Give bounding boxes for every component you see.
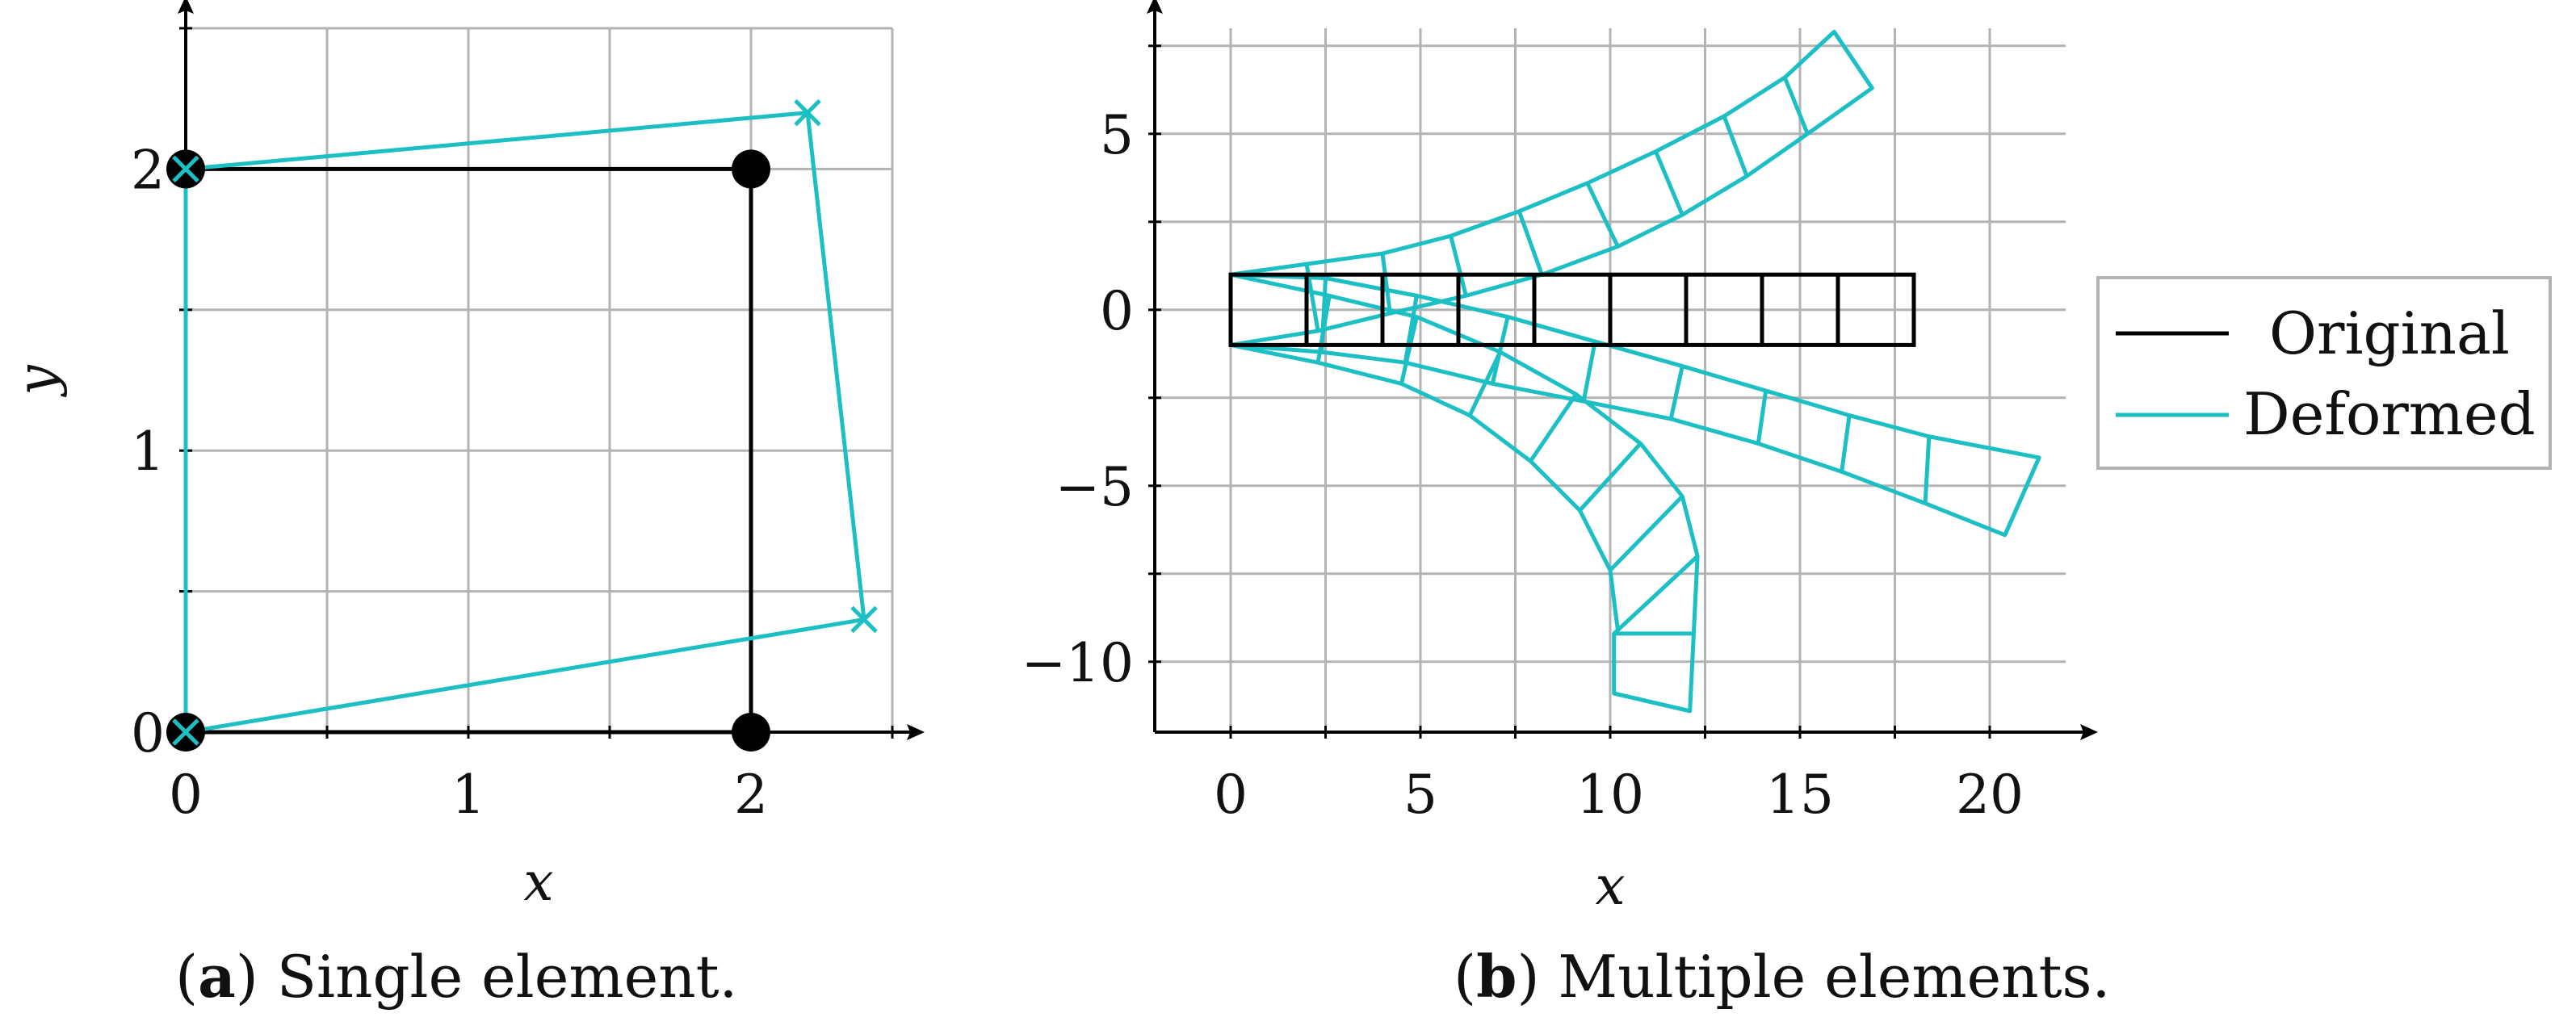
plot-b-deformed-mesh-2-edge-4 bbox=[1529, 393, 1578, 463]
plot-a-deformed-node-1 bbox=[850, 605, 878, 634]
caption-a-tag: a bbox=[198, 942, 236, 1011]
plot-b-deformed-mesh-2-edge-7 bbox=[1616, 555, 1699, 632]
plot-b-deformed-mesh-2-edge-3 bbox=[1467, 351, 1502, 417]
plot-b-y-arrow bbox=[1147, 0, 1163, 14]
caption-b: (b) Multiple elements. bbox=[1454, 942, 2110, 1011]
plot-b: 0 5 10 15 20 −10 −5 0 5 x bbox=[1022, 0, 2098, 917]
plot-b-deformed-mesh-1-outline bbox=[1228, 272, 2041, 538]
plot-b-x-arrow bbox=[2080, 724, 2098, 740]
plot-b-y-tick-label-0: −10 bbox=[1022, 632, 1134, 694]
plot-b-x-tick-label-3: 15 bbox=[1766, 764, 1834, 826]
plot-a-x-arrow bbox=[907, 724, 925, 740]
plot-b-deformed-mesh-2-edge-6 bbox=[1609, 495, 1684, 572]
plot-a-deformed-node-2 bbox=[794, 98, 821, 127]
plot-b-y-tick-label-1: −5 bbox=[1055, 456, 1134, 518]
plot-a-x-axis-label: x bbox=[523, 851, 553, 913]
plot-b-x-tick-label-0: 0 bbox=[1214, 764, 1248, 826]
plot-b-x-tick-label-4: 20 bbox=[1956, 764, 2024, 826]
plot-b-deformed-mesh-1-edge-6 bbox=[1756, 390, 1768, 444]
plot-b-deformed-mesh-0-edge-5 bbox=[1585, 182, 1620, 248]
legend-label-deformed: Deformed bbox=[2243, 380, 2536, 448]
plot-b-deformed-mesh-2-edge-1 bbox=[1315, 295, 1332, 363]
caption-a-text: Single element. bbox=[277, 943, 738, 1011]
plot-b-deformed-mesh-0-edge-7 bbox=[1722, 115, 1749, 178]
plot-a-original-node-1 bbox=[732, 713, 770, 752]
plot-b-deformed-mesh-0-edge-8 bbox=[1782, 77, 1810, 135]
plot-a-deformed-node-3 bbox=[172, 155, 199, 183]
caption-b-tag: b bbox=[1476, 942, 1517, 1011]
legend-label-original: Original bbox=[2269, 299, 2510, 367]
plot-b-deformed-mesh-2-edge-2 bbox=[1399, 316, 1419, 384]
legend: Original Deformed bbox=[2096, 276, 2552, 470]
plot-b-deformed-mesh-1-edge-4 bbox=[1581, 341, 1597, 402]
plot-b-deformed-mesh-0-edge-4 bbox=[1517, 210, 1544, 276]
plot-b-x-tick-label-2: 10 bbox=[1576, 764, 1644, 826]
plot-a-x-tick-label-0: 0 bbox=[169, 764, 203, 826]
plot-a-deformed-element bbox=[183, 110, 866, 735]
plot-b-deformed-mesh-0-outline bbox=[1228, 29, 1874, 347]
plot-a-y-axis-label: y bbox=[6, 365, 68, 398]
plot-a-x-tick-label-1: 1 bbox=[451, 764, 485, 826]
plot-b-deformed-mesh-0-edge-3 bbox=[1449, 235, 1468, 296]
plot-b-deformed-mesh-1-edge-5 bbox=[1668, 366, 1684, 420]
plot-b-x-axis-label: x bbox=[1595, 855, 1625, 917]
plot-a-original-node-2 bbox=[732, 149, 770, 189]
plot-a-y-arrow bbox=[178, 0, 194, 14]
plot-b-deformed-mesh-2-edge-9 bbox=[1613, 691, 1691, 714]
plot-a-y-tick-label-1: 1 bbox=[131, 421, 165, 483]
plot-a: 0 1 2 0 1 2 x y bbox=[6, 0, 925, 913]
plot-b-deformed-mesh-0-edge-9 bbox=[1832, 30, 1874, 90]
plot-a-y-tick-label-2: 2 bbox=[131, 139, 165, 201]
plot-b-deformed-mesh-1-edge-9 bbox=[2003, 456, 2041, 536]
plot-b-y-tick-label-2: 0 bbox=[1100, 280, 1134, 342]
plot-a-y-tick-label-0: 0 bbox=[131, 702, 165, 764]
plot-b-deformed-mesh-0-edge-2 bbox=[1380, 253, 1392, 314]
caption-b-text: Multiple elements. bbox=[1558, 943, 2110, 1011]
plot-b-deformed-mesh-1-edge-8 bbox=[1923, 436, 1932, 504]
plot-a-x-tick-label-2: 2 bbox=[734, 764, 768, 826]
plot-b-deformed-mesh-1-edge-7 bbox=[1840, 415, 1852, 472]
plot-a-deformed-node-0 bbox=[172, 718, 199, 746]
plot-b-y-tick-label-3: 5 bbox=[1100, 104, 1134, 166]
legend-frame bbox=[2096, 276, 2552, 470]
plot-b-deformed-mesh-2-edge-5 bbox=[1578, 442, 1643, 513]
caption-a: (a) Single element. bbox=[175, 942, 737, 1011]
plot-b-deformed-mesh-2-outline bbox=[1228, 272, 1700, 714]
plot-b-deformed-mesh-0-edge-6 bbox=[1654, 150, 1684, 216]
plot-b-x-tick-label-1: 5 bbox=[1403, 764, 1437, 826]
